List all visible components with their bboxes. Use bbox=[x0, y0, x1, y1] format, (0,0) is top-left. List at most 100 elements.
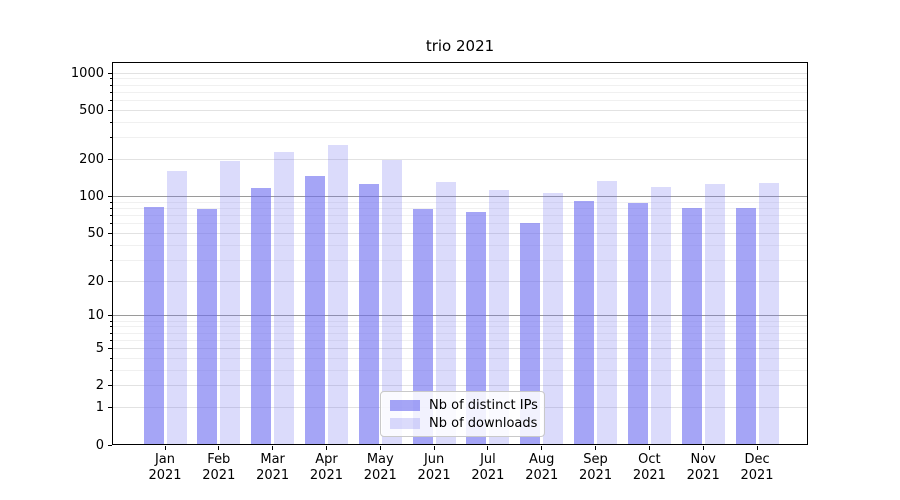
x-tick bbox=[379, 446, 381, 450]
y-tick-label: 2 bbox=[95, 378, 104, 394]
minor-gridline bbox=[112, 369, 808, 371]
minor-gridline bbox=[112, 244, 808, 246]
y-tick-label: 5 bbox=[95, 341, 104, 357]
x-tick-label: Dec 2021 bbox=[740, 452, 774, 483]
bar-downloads bbox=[650, 186, 671, 445]
y-tick-label: 1 bbox=[95, 400, 104, 416]
legend-swatch-ips bbox=[390, 399, 420, 411]
y-minor-tick bbox=[110, 332, 112, 334]
y-tick-label: 20 bbox=[87, 273, 104, 289]
x-tick bbox=[325, 446, 327, 450]
y-minor-tick bbox=[110, 215, 112, 217]
y-tick bbox=[108, 72, 112, 74]
y-minor-tick bbox=[110, 91, 112, 93]
tick-gridline bbox=[112, 72, 808, 74]
x-tick-label: Oct 2021 bbox=[632, 452, 666, 483]
bar-distinct-ips bbox=[304, 175, 325, 445]
y-tick-label: 50 bbox=[87, 225, 104, 241]
y-tick bbox=[108, 232, 112, 234]
minor-gridline bbox=[112, 137, 808, 139]
minor-gridline bbox=[112, 215, 808, 217]
y-minor-tick bbox=[110, 357, 112, 359]
minor-gridline bbox=[112, 332, 808, 334]
y-tick bbox=[108, 444, 112, 446]
chart-title: trio 2021 bbox=[425, 37, 495, 55]
minor-gridline bbox=[112, 339, 808, 341]
bar-downloads bbox=[327, 144, 348, 445]
y-tick bbox=[108, 196, 112, 198]
x-tick bbox=[648, 446, 650, 450]
tick-gridline bbox=[112, 109, 808, 111]
x-tick bbox=[433, 446, 435, 450]
minor-gridline bbox=[112, 223, 808, 225]
x-tick bbox=[164, 446, 166, 450]
x-tick-label: Feb 2021 bbox=[202, 452, 236, 483]
y-minor-tick bbox=[110, 326, 112, 328]
y-minor-tick bbox=[110, 244, 112, 246]
bar-distinct-ips bbox=[681, 207, 702, 445]
legend-row-downloads: Nb of downloads bbox=[390, 416, 537, 431]
tick-gridline bbox=[112, 385, 808, 387]
major-gridline bbox=[112, 196, 808, 198]
x-tick bbox=[595, 446, 597, 450]
bar-downloads bbox=[166, 170, 187, 445]
bar-distinct-ips bbox=[197, 208, 218, 445]
bar-distinct-ips bbox=[574, 201, 595, 445]
y-tick-label: 1000 bbox=[70, 65, 104, 81]
x-tick-label: Mar 2021 bbox=[256, 452, 290, 483]
x-tick-label: Nov 2021 bbox=[686, 452, 720, 483]
bar-distinct-ips bbox=[627, 203, 648, 445]
minor-gridline bbox=[112, 320, 808, 322]
y-minor-tick bbox=[110, 259, 112, 261]
y-minor-tick bbox=[110, 137, 112, 139]
plot-border bbox=[112, 62, 808, 445]
x-tick bbox=[541, 446, 543, 450]
x-tick-label: Jan 2021 bbox=[148, 452, 182, 483]
y-tick-label: 200 bbox=[79, 152, 104, 168]
bar-distinct-ips bbox=[735, 207, 756, 445]
y-tick bbox=[108, 280, 112, 282]
x-tick-label: Jul 2021 bbox=[471, 452, 505, 483]
minor-gridline bbox=[112, 100, 808, 102]
x-tick-label: Apr 2021 bbox=[309, 452, 343, 483]
y-tick bbox=[108, 315, 112, 317]
y-minor-tick bbox=[110, 121, 112, 123]
x-tick bbox=[756, 446, 758, 450]
minor-gridline bbox=[112, 78, 808, 80]
x-tick-label: Jun 2021 bbox=[417, 452, 451, 483]
y-tick-label: 0 bbox=[95, 437, 104, 453]
y-tick-label: 500 bbox=[79, 102, 104, 118]
minor-gridline bbox=[112, 84, 808, 86]
legend-label-distinct-ips: Nb of distinct IPs bbox=[429, 397, 538, 413]
bar-distinct-ips bbox=[143, 207, 164, 445]
minor-gridline bbox=[112, 91, 808, 93]
bar-downloads bbox=[220, 160, 241, 445]
y-minor-tick bbox=[110, 223, 112, 225]
bar-downloads bbox=[543, 192, 564, 445]
x-tick bbox=[487, 446, 489, 450]
bar-distinct-ips bbox=[251, 187, 272, 445]
x-tick-label: Sep 2021 bbox=[579, 452, 613, 483]
x-tick bbox=[272, 446, 274, 450]
bar-downloads bbox=[274, 152, 295, 445]
minor-gridline bbox=[112, 357, 808, 359]
bar-downloads bbox=[704, 183, 725, 445]
tick-gridline bbox=[112, 280, 808, 282]
legend-swatch-downloads bbox=[390, 417, 420, 429]
y-minor-tick bbox=[110, 369, 112, 371]
y-tick-label: 10 bbox=[87, 308, 104, 324]
y-tick bbox=[108, 385, 112, 387]
major-gridline bbox=[112, 315, 808, 317]
legend: Nb of distinct IPs Nb of downloads bbox=[380, 391, 545, 437]
minor-gridline bbox=[112, 121, 808, 123]
y-minor-tick bbox=[110, 84, 112, 86]
x-tick bbox=[218, 446, 220, 450]
tick-gridline bbox=[112, 348, 808, 350]
x-tick-label: May 2021 bbox=[363, 452, 397, 483]
legend-row-distinct-ips: Nb of distinct IPs bbox=[390, 397, 538, 413]
y-minor-tick bbox=[110, 320, 112, 322]
x-tick bbox=[702, 446, 704, 450]
y-tick bbox=[108, 159, 112, 161]
minor-gridline bbox=[112, 326, 808, 328]
y-tick-label: 100 bbox=[79, 189, 104, 205]
